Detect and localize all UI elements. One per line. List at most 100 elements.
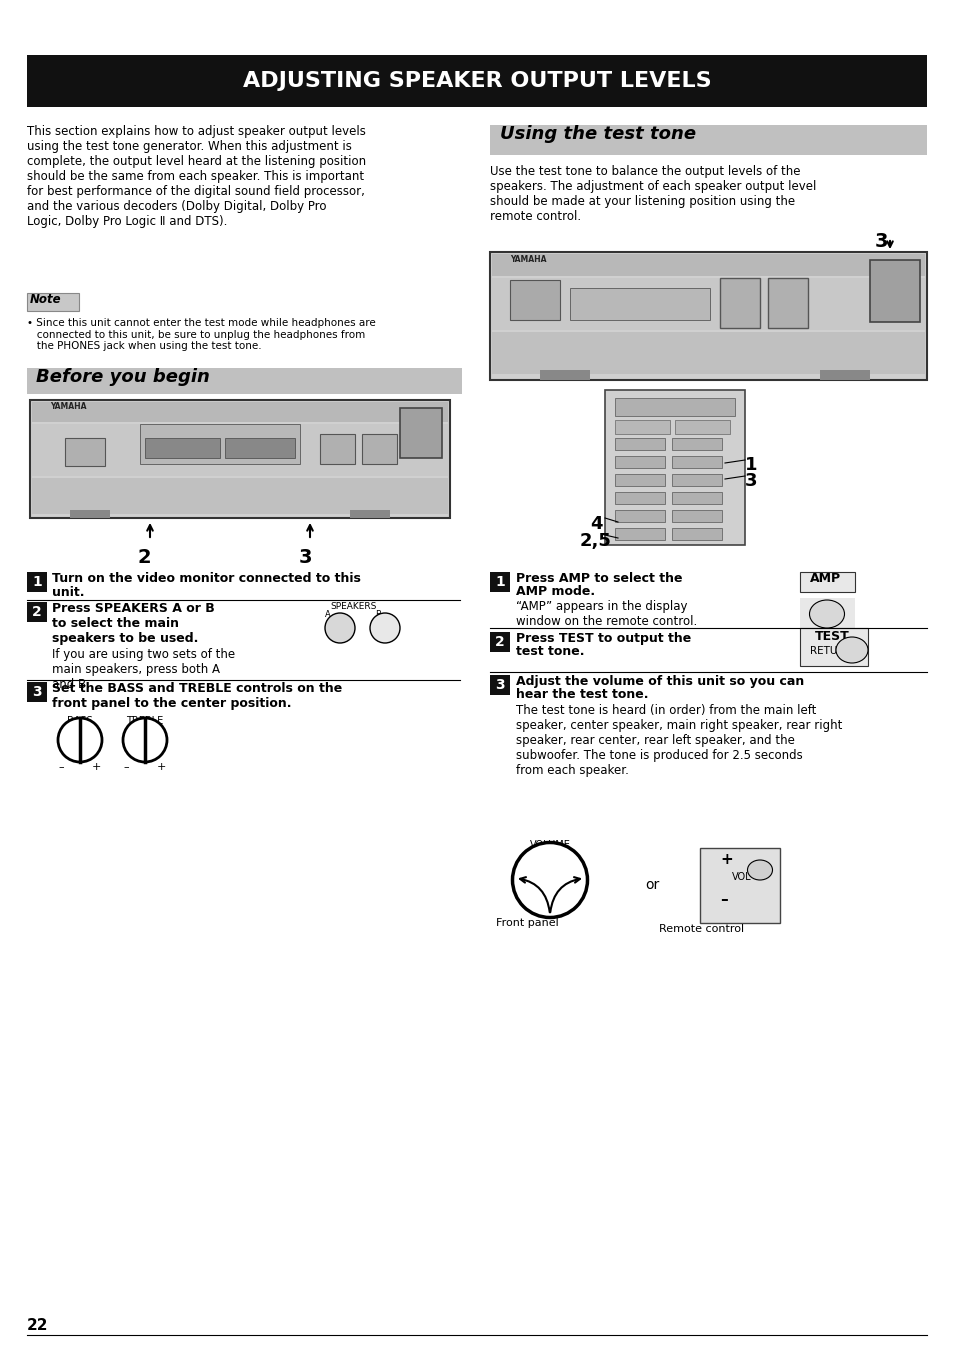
Bar [615,493,664,503]
Ellipse shape [123,718,167,763]
Text: 1: 1 [495,575,504,589]
Bar [671,510,721,522]
Text: Press AMP to select the: Press AMP to select the [516,573,681,585]
Text: A: A [325,611,331,619]
Bar [490,125,926,155]
Text: 1: 1 [32,575,42,589]
Text: hear the test tone.: hear the test tone. [516,688,648,702]
Bar [225,438,294,459]
Text: +: + [91,763,101,772]
Text: Remote control: Remote control [659,924,743,934]
Bar [361,434,396,464]
Text: 3: 3 [744,472,757,490]
Bar [32,423,448,476]
Bar [27,293,79,311]
Bar [140,423,299,464]
Bar [490,573,510,592]
Bar [671,456,721,468]
Bar [671,528,721,540]
Bar [800,598,854,632]
Bar [27,368,461,394]
Text: Note: Note [30,293,62,305]
Text: 1: 1 [744,456,757,474]
Text: YAMAHA: YAMAHA [510,255,546,265]
Bar [615,528,664,540]
Text: • Since this unit cannot enter the test mode while headphones are
   connected t: • Since this unit cannot enter the test … [27,318,375,351]
Text: +: + [720,852,732,867]
Text: ADJUSTING SPEAKER OUTPUT LEVELS: ADJUSTING SPEAKER OUTPUT LEVELS [242,71,711,91]
Ellipse shape [325,613,355,643]
Bar [490,252,926,380]
Ellipse shape [512,843,587,917]
Text: –: – [123,763,129,772]
Text: “AMP” appears in the display
window on the remote control.: “AMP” appears in the display window on t… [516,600,697,628]
Bar [27,603,47,622]
Text: AMP mode.: AMP mode. [516,585,595,598]
Bar [27,573,47,592]
Text: TEST: TEST [814,630,849,643]
Text: 3: 3 [874,232,887,251]
Bar [490,674,510,695]
Bar [869,261,919,322]
Text: Press SPEAKERS A or B
to select the main
speakers to be used.: Press SPEAKERS A or B to select the main… [52,603,214,645]
Bar [615,510,664,522]
Text: AMP: AMP [809,573,841,585]
Text: or: or [644,878,659,892]
Bar [767,278,807,328]
Text: SPEAKERS: SPEAKERS [330,603,376,611]
Bar [820,370,869,380]
Ellipse shape [747,860,772,879]
Bar [399,408,441,459]
Bar [671,474,721,486]
Bar [700,848,780,923]
Text: +: + [157,763,166,772]
Bar [32,402,448,422]
Bar [615,438,664,451]
Bar [615,474,664,486]
Bar [492,278,924,330]
Bar [27,683,47,702]
Bar [604,389,744,546]
Bar [70,510,110,518]
Bar [615,456,664,468]
Text: BASS: BASS [67,716,92,726]
Text: 2: 2 [138,548,152,567]
Text: Set the BASS and TREBLE controls on the
front panel to the center position.: Set the BASS and TREBLE controls on the … [52,683,342,710]
Bar [492,332,924,375]
Text: Turn on the video monitor connected to this: Turn on the video monitor connected to t… [52,573,360,585]
Text: 3: 3 [495,678,504,692]
Ellipse shape [809,600,843,628]
Bar [510,280,559,320]
Text: 3: 3 [298,548,313,567]
Text: Front panel: Front panel [496,917,558,928]
Text: 4: 4 [589,516,602,533]
Text: B: B [375,611,380,619]
Bar [319,434,355,464]
Bar [671,438,721,451]
Bar [65,438,105,465]
Bar [800,628,867,666]
Text: VOLUME: VOLUME [529,840,570,849]
Text: –: – [720,892,727,906]
Text: 2: 2 [32,605,42,619]
Text: 3: 3 [32,685,42,699]
Text: 2: 2 [495,635,504,649]
Bar [569,288,709,320]
Text: Using the test tone: Using the test tone [499,125,696,142]
Bar [539,370,589,380]
Text: test tone.: test tone. [516,645,584,658]
Text: Press TEST to output the: Press TEST to output the [516,632,691,645]
Bar [490,632,510,651]
Bar [492,254,924,275]
Text: The test tone is heard (in order) from the main left
speaker, center speaker, ma: The test tone is heard (in order) from t… [516,704,841,778]
Bar [350,510,390,518]
Text: Adjust the volume of this unit so you can: Adjust the volume of this unit so you ca… [516,674,803,688]
Text: unit.: unit. [52,586,85,598]
Text: This section explains how to adjust speaker output levels
using the test tone ge: This section explains how to adjust spea… [27,125,366,228]
Text: Before you begin: Before you begin [36,368,210,385]
Text: 22: 22 [27,1318,49,1333]
Ellipse shape [370,613,399,643]
Bar [27,56,926,107]
Text: If you are using two sets of the
main speakers, press both A
and B.: If you are using two sets of the main sp… [52,649,234,691]
Text: Use the test tone to balance the output levels of the
speakers. The adjustment o: Use the test tone to balance the output … [490,166,816,223]
